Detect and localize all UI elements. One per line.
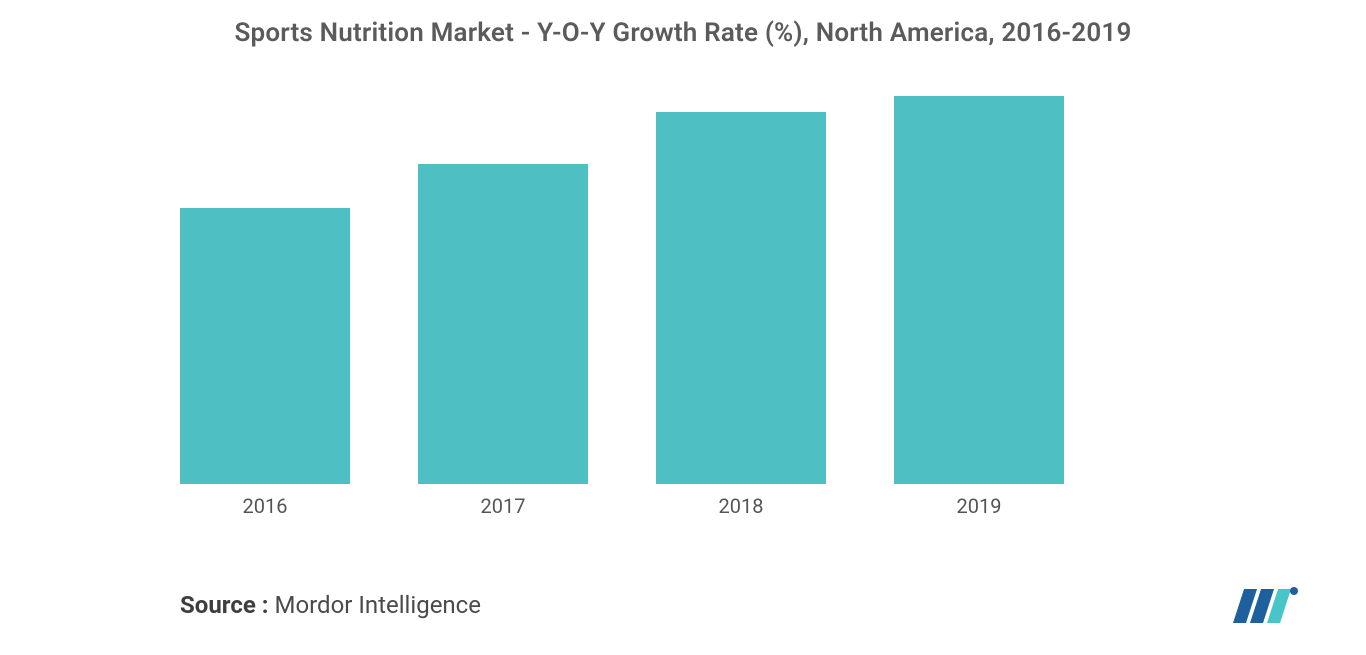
source-attribution: Source : Mordor Intelligence bbox=[180, 591, 481, 619]
chart-plot-area: 2016 2017 2018 2019 bbox=[60, 88, 1306, 518]
bar-category-label: 2019 bbox=[957, 494, 1002, 518]
bar bbox=[418, 164, 588, 484]
source-value: Mordor Intelligence bbox=[274, 591, 480, 619]
chart-title: Sports Nutrition Market - Y-O-Y Growth R… bbox=[60, 18, 1306, 48]
bar-category-label: 2016 bbox=[243, 494, 288, 518]
brand-logo-icon bbox=[1228, 583, 1306, 627]
bar-column: 2016 bbox=[180, 88, 350, 518]
bar bbox=[656, 112, 826, 484]
chart-container: Sports Nutrition Market - Y-O-Y Growth R… bbox=[0, 0, 1366, 655]
bar-category-label: 2018 bbox=[719, 494, 764, 518]
source-label: Source : bbox=[180, 591, 269, 619]
bar-column: 2018 bbox=[656, 88, 826, 518]
bar-category-label: 2017 bbox=[481, 494, 526, 518]
bar bbox=[180, 208, 350, 484]
bar bbox=[894, 96, 1064, 484]
chart-footer: Source : Mordor Intelligence bbox=[0, 583, 1366, 627]
bar-column: 2017 bbox=[418, 88, 588, 518]
bar-column: 2019 bbox=[894, 88, 1064, 518]
